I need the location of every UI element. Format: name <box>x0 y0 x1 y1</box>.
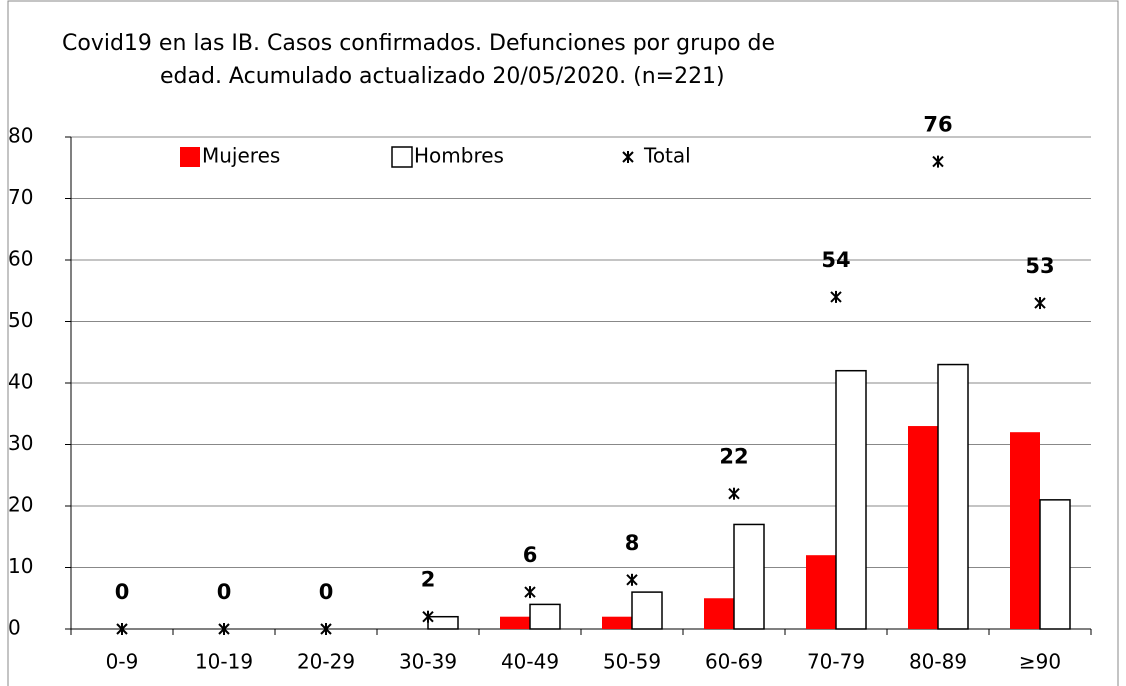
chart-title: Covid19 en las IB. Casos confirmados. De… <box>62 31 775 56</box>
x-tick-label: 10-19 <box>195 650 253 674</box>
y-tick-label: 0 <box>8 616 21 640</box>
value-label: 6 <box>523 543 538 567</box>
bar <box>733 523 765 630</box>
y-tick-label: 10 <box>8 554 33 578</box>
y-tick-label: 50 <box>8 308 33 332</box>
bar <box>937 363 969 630</box>
bar <box>602 616 632 629</box>
x-tick-label: 0-9 <box>106 650 139 674</box>
bar <box>1039 499 1071 630</box>
bar <box>806 555 836 629</box>
legend-label: Mujeres <box>202 144 280 168</box>
total-marker <box>218 623 230 635</box>
bar <box>704 598 734 629</box>
x-tick-label: 30-39 <box>399 650 457 674</box>
bar <box>529 603 561 630</box>
x-tick-label: 70-79 <box>807 650 865 674</box>
y-tick-label: 80 <box>8 124 33 148</box>
legend-swatch <box>622 151 634 163</box>
bar <box>835 369 867 630</box>
x-tick-label: 20-29 <box>297 650 355 674</box>
legend-label: Hombres <box>414 144 504 168</box>
value-label: 0 <box>217 580 232 604</box>
value-label: 53 <box>1025 254 1054 278</box>
bar <box>631 591 663 630</box>
x-tick-label: 60-69 <box>705 650 763 674</box>
total-marker <box>728 487 740 500</box>
chart-title: edad. Acumulado actualizado 20/05/2020. … <box>160 64 725 89</box>
y-tick-label: 30 <box>8 431 33 455</box>
bar <box>908 426 938 629</box>
y-tick-label: 60 <box>8 247 33 271</box>
x-tick-label: 80-89 <box>909 650 967 674</box>
total-marker <box>626 573 638 586</box>
x-tick-label: 50-59 <box>603 650 661 674</box>
total-marker <box>422 610 434 623</box>
x-tick-label: ≥90 <box>1019 650 1061 674</box>
value-label: 22 <box>719 445 748 469</box>
legend-swatch <box>180 147 200 167</box>
y-tick-label: 40 <box>8 370 33 394</box>
total-marker <box>830 290 842 303</box>
legend-swatch <box>391 146 413 168</box>
bar <box>500 616 530 629</box>
total-marker <box>524 586 536 599</box>
y-tick-label: 70 <box>8 185 33 209</box>
value-label: 0 <box>319 580 334 604</box>
total-marker <box>116 623 128 635</box>
legend-label: Total <box>643 144 691 168</box>
total-marker <box>320 623 332 635</box>
y-tick-label: 20 <box>8 493 33 517</box>
bar <box>1010 432 1040 629</box>
bar <box>427 615 459 630</box>
value-label: 76 <box>923 113 952 137</box>
value-label: 0 <box>115 580 130 604</box>
value-label: 54 <box>821 248 850 272</box>
chart-frame <box>7 0 1119 686</box>
total-marker <box>1034 297 1046 310</box>
x-tick-label: 40-49 <box>501 650 559 674</box>
value-label: 2 <box>421 568 436 592</box>
value-label: 8 <box>625 531 640 555</box>
total-marker <box>932 155 944 168</box>
